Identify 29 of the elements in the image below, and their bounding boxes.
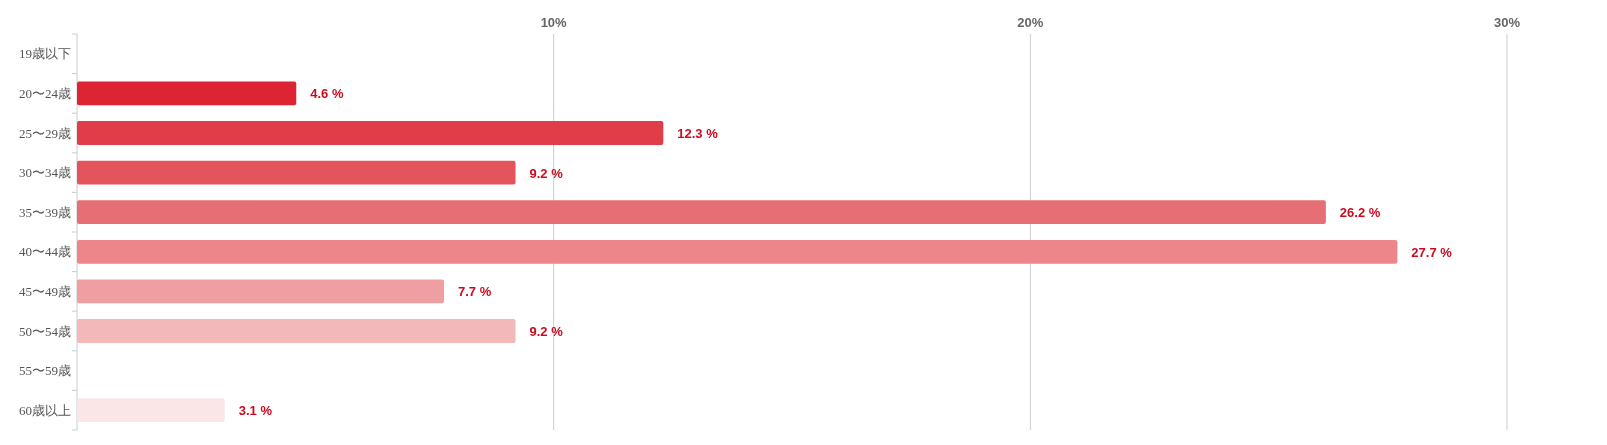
x-tick-label: 30% — [1493, 15, 1521, 30]
y-tick-label: 20〜24歳 — [19, 85, 71, 101]
bar — [77, 81, 297, 106]
data-label: 26.2 % — [1339, 205, 1381, 221]
bar — [77, 279, 445, 304]
y-tick-label: 55〜59歳 — [19, 363, 71, 379]
bar — [77, 239, 1398, 264]
data-label: 9.2 % — [529, 324, 564, 339]
bar — [77, 398, 225, 423]
data-label: 4.6 % — [310, 86, 344, 102]
data-label: 12.3 % — [677, 126, 719, 141]
bar — [77, 121, 664, 145]
bar — [77, 200, 1326, 225]
y-tick-label: 45〜49歳 — [19, 283, 71, 299]
x-tick-label: 20% — [1017, 15, 1044, 30]
x-tick-label: 10% — [540, 15, 568, 30]
data-label: 3.1 % — [238, 403, 273, 419]
data-label: 27.7 % — [1411, 244, 1453, 260]
y-tick-label: 35〜39歳 — [19, 204, 71, 220]
bar — [77, 160, 516, 185]
y-tick-label: 60歳以上 — [19, 402, 71, 418]
data-label: 9.2 % — [529, 165, 564, 181]
y-tick-label: 40〜44歳 — [19, 244, 71, 260]
y-tick-label: 25〜29歳 — [19, 125, 71, 141]
bar — [77, 319, 516, 343]
data-label: 7.7 % — [458, 284, 492, 300]
y-tick-label: 50〜54歳 — [19, 323, 71, 339]
y-tick-label: 19歳以下 — [19, 46, 71, 62]
y-tick-label: 30〜34歳 — [19, 165, 71, 181]
